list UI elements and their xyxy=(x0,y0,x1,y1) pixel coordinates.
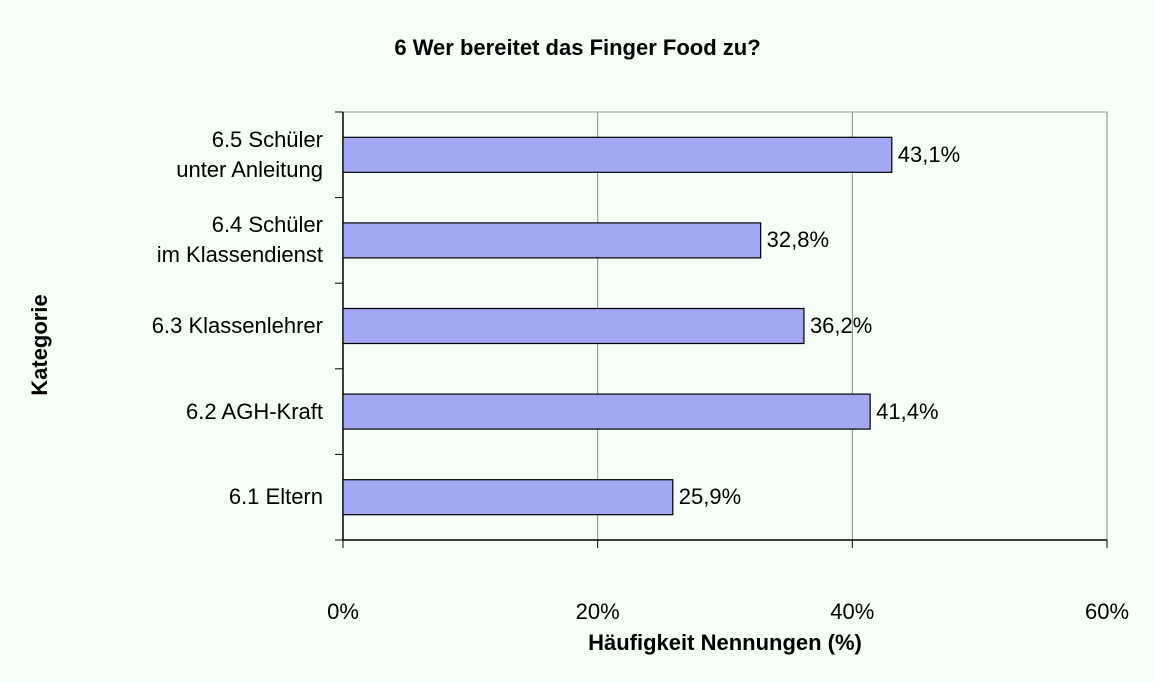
bar xyxy=(342,136,893,173)
bar xyxy=(342,307,805,345)
x-tick-label: 60% xyxy=(1084,599,1130,624)
y-tick-label: 6.1 Eltern xyxy=(228,484,323,510)
x-tick-label: 40% xyxy=(830,599,875,624)
data-label: 32,8% xyxy=(766,227,830,253)
y-tick-label: 6.4 Schüler im Klassendienst xyxy=(156,212,323,268)
x-tick-label: 0% xyxy=(327,599,359,624)
bar xyxy=(342,222,762,259)
data-label: 36,2% xyxy=(809,313,873,338)
data-label: 25,9% xyxy=(678,484,742,510)
y-tick-label: 6.2 AGH-Kraft xyxy=(186,398,323,424)
x-tick-label: 20% xyxy=(575,599,620,624)
data-label: 41,4% xyxy=(876,398,939,424)
chart-title: 6 Wer bereitet das Finger Food zu? xyxy=(394,35,761,60)
bar xyxy=(342,393,871,430)
data-label: 43,1% xyxy=(897,141,961,167)
y-tick-label: 6.5 Schüler unter Anleitung xyxy=(176,126,323,182)
y-axis-label: Kategorie xyxy=(27,294,52,396)
y-tick-label: 6.3 Klassenlehrer xyxy=(151,313,323,338)
bar xyxy=(342,479,674,516)
x-axis-label: Häufigkeit Nennungen (%) xyxy=(588,630,862,655)
